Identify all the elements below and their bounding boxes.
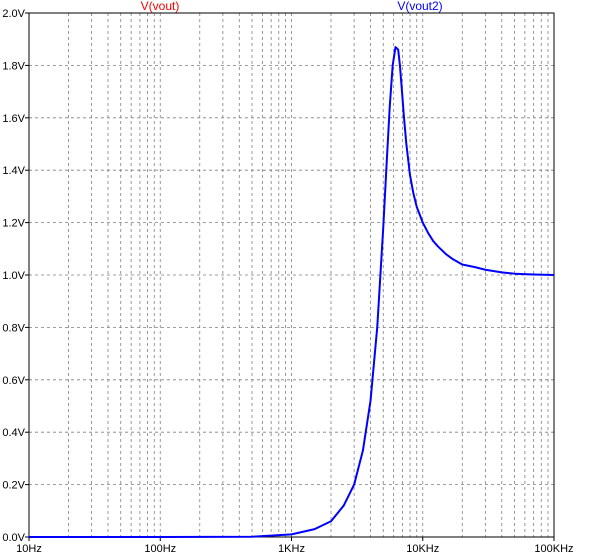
legend: V(vout) V(vout2)	[141, 0, 443, 13]
y-tick-label: 0.4V	[2, 427, 25, 439]
y-tick-label: 2.0V	[2, 8, 25, 20]
legend-entry: V(vout)	[141, 0, 180, 13]
y-tick-label: 1.6V	[2, 113, 25, 125]
x-tick-label: 10Hz	[16, 543, 42, 555]
y-tick-label: 0.2V	[2, 480, 25, 492]
legend-entry: V(vout2)	[397, 0, 442, 13]
series-line-v-vout2	[29, 46, 555, 538]
y-tick-label: 0.0V	[2, 532, 25, 544]
x-tick-label: 100KHz	[534, 543, 573, 555]
y-tick-label: 1.2V	[2, 218, 25, 230]
grid-lines	[29, 13, 554, 537]
y-tick-label: 0.6V	[2, 375, 25, 387]
series-lines	[29, 46, 555, 538]
x-axis-ticks: 10Hz 100Hz 1KHz 10KHz 100KHz	[16, 537, 574, 555]
y-axis-ticks: 0.0V 0.2V 0.4V 0.6V 0.8V 1.0V 1.2V 1.4V 1.6V 1.8V…	[2, 8, 29, 544]
y-tick-label: 1.0V	[2, 270, 25, 282]
y-tick-label: 0.8V	[2, 322, 25, 334]
x-tick-label: 100Hz	[144, 543, 176, 555]
y-tick-label: 1.4V	[2, 165, 25, 177]
x-tick-label: 10KHz	[406, 543, 439, 555]
x-tick-label: 1KHz	[278, 543, 305, 555]
y-tick-label: 1.8V	[2, 60, 25, 72]
